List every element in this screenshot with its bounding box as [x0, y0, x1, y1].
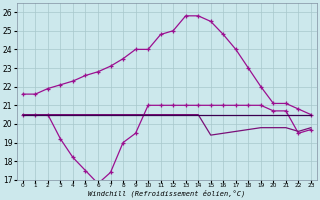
X-axis label: Windchill (Refroidissement éolien,°C): Windchill (Refroidissement éolien,°C)	[88, 190, 245, 197]
